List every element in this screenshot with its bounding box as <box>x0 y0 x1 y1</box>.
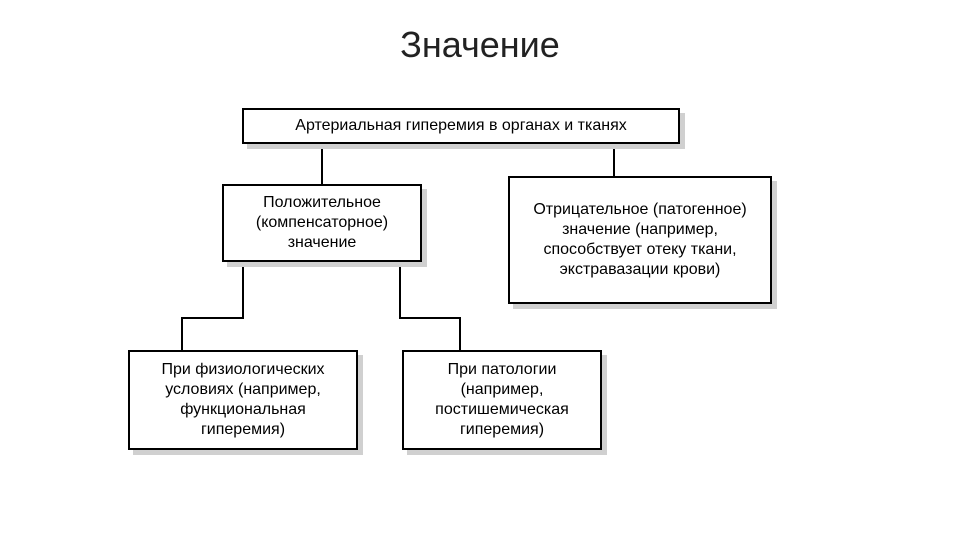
flow-node-root: Артериальная гиперемия в органах и тканя… <box>242 108 680 144</box>
flow-node-physio: При физиологических условиях (например, … <box>128 350 358 450</box>
flow-node-patho: При патологии (например, постишемическая… <box>402 350 602 450</box>
edges-layer <box>0 0 960 540</box>
flow-node-positive: Положительное (компенсаторное) значение <box>222 184 422 262</box>
edge-positive-to-patho <box>400 262 460 350</box>
edge-positive-to-physio <box>182 262 243 350</box>
page-title: Значение <box>0 24 960 66</box>
flow-node-negative: Отрицательное (патогенное) значение (нап… <box>508 176 772 304</box>
